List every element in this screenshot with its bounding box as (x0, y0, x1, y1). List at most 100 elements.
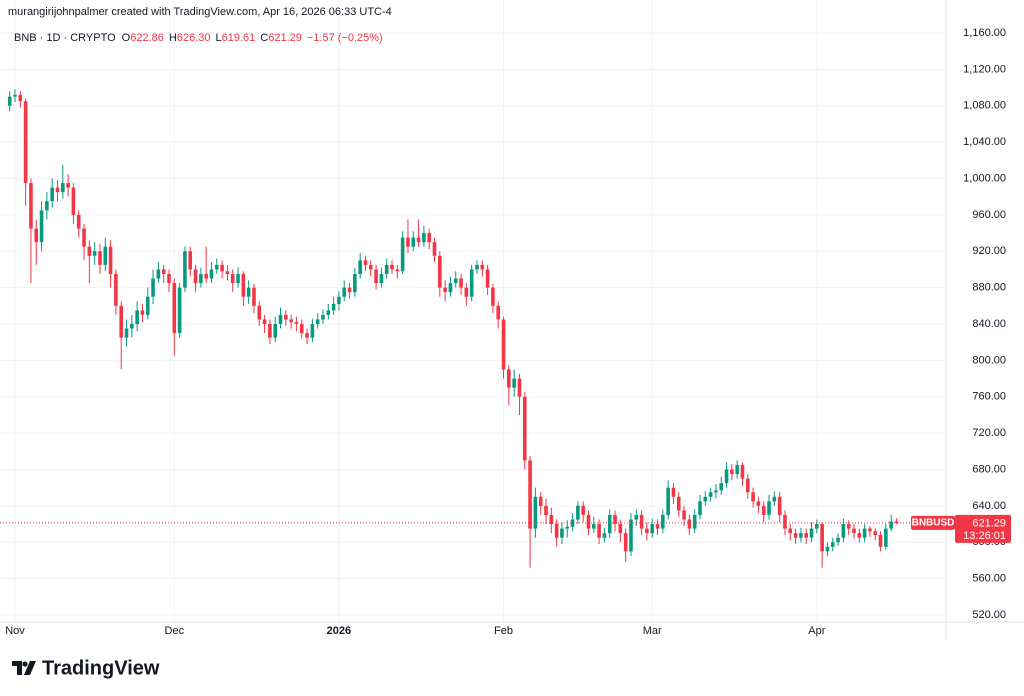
candle-body (443, 287, 447, 293)
candle-body (666, 487, 670, 515)
candle-body (209, 269, 214, 279)
legend-key: L (216, 32, 222, 44)
legend-value: 619.61 (222, 32, 256, 44)
candle-body (517, 378, 522, 397)
candle-body (676, 496, 681, 511)
candle-body (841, 524, 846, 538)
candle-body (714, 490, 718, 493)
candle-body (347, 287, 352, 293)
candle-body (71, 187, 76, 215)
candle-body (278, 314, 283, 324)
candle-body (262, 319, 267, 324)
candle-body (34, 228, 39, 243)
axes: 520.00560.00600.00640.00680.00720.00760.… (5, 27, 1006, 637)
candle-body (592, 524, 596, 529)
candle-body (448, 283, 453, 293)
candle-body (268, 324, 272, 338)
candle-body (353, 273, 357, 293)
ohlc-legend: BNB · 1D · CRYPTO O622.86 H626.30 L619.61 C6… (14, 32, 383, 44)
candle-body (289, 319, 293, 323)
candle-body (719, 483, 724, 491)
candle-body (140, 310, 145, 315)
candle-body (55, 187, 60, 193)
candle-body (761, 505, 766, 515)
legend-key: C (260, 32, 268, 44)
candle-body (161, 269, 166, 274)
candle-body (411, 237, 416, 247)
candle-body (422, 233, 426, 243)
candle-body (629, 519, 633, 552)
candle-body (783, 514, 787, 529)
candle-body (639, 514, 644, 529)
candle-body (464, 287, 469, 297)
candle-body (623, 533, 628, 552)
candle-body (310, 324, 315, 338)
candle-body (740, 464, 745, 479)
candle-body (788, 528, 793, 534)
candle-body (868, 528, 872, 532)
candle-body (884, 528, 888, 547)
candle-body (284, 314, 288, 320)
candle-body (607, 514, 612, 534)
candle-body (560, 528, 564, 538)
candle-body (602, 533, 607, 538)
candle-body (145, 296, 150, 315)
y-tick-label: 1,080.00 (963, 100, 1006, 112)
candle-body (507, 369, 511, 388)
candle-body (703, 496, 708, 502)
y-tick-label: 560.00 (972, 573, 1006, 585)
candle-body (18, 94, 23, 102)
logo-text: TradingView (42, 657, 160, 679)
legend-key: H (169, 32, 177, 44)
candle-body (39, 210, 44, 243)
candle-body (299, 324, 304, 334)
candle-body (92, 251, 97, 256)
candle-body (894, 521, 899, 523)
candle-body (698, 501, 702, 515)
candle-body (438, 255, 442, 288)
candle-body (544, 505, 548, 515)
x-tick-label: Mar (643, 625, 662, 637)
candle-body (172, 283, 177, 334)
candle-body (857, 533, 862, 538)
candle-body (613, 514, 617, 525)
candle-body (554, 524, 559, 538)
candle-body (193, 269, 198, 284)
candle-body (528, 460, 532, 529)
legend-value: 626.30 (177, 32, 211, 44)
candle-body (400, 237, 405, 272)
candle-body (862, 528, 867, 538)
candle-body (246, 287, 251, 297)
candle-body (416, 237, 421, 243)
legend-key: O (122, 32, 131, 44)
candle-body (852, 528, 856, 534)
candle-body (655, 524, 660, 529)
candle-body (13, 94, 17, 97)
candle-body (576, 505, 580, 520)
x-tick-label: Apr (808, 625, 825, 637)
candle-body (846, 524, 851, 529)
candle-body (873, 531, 878, 535)
candle-body (522, 396, 527, 461)
candle-body (183, 251, 187, 288)
candle-body (692, 514, 697, 529)
candle-body (756, 501, 761, 506)
legend-value: 621.29 (268, 32, 302, 44)
candle-body (50, 187, 54, 202)
logo-icon (12, 661, 36, 675)
candle-body (772, 496, 777, 502)
candle-body (751, 492, 755, 502)
candle-body (252, 287, 256, 306)
candle-body (453, 278, 458, 284)
candle-body (570, 519, 575, 527)
candle-body (114, 273, 118, 306)
candle-body (177, 287, 182, 334)
candle-body (708, 492, 713, 497)
y-tick-label: 920.00 (972, 245, 1006, 257)
candle-body (368, 264, 373, 270)
candle-body (459, 278, 463, 288)
candle-body (485, 269, 490, 288)
candle-body (830, 542, 835, 547)
candle-body (820, 524, 824, 552)
